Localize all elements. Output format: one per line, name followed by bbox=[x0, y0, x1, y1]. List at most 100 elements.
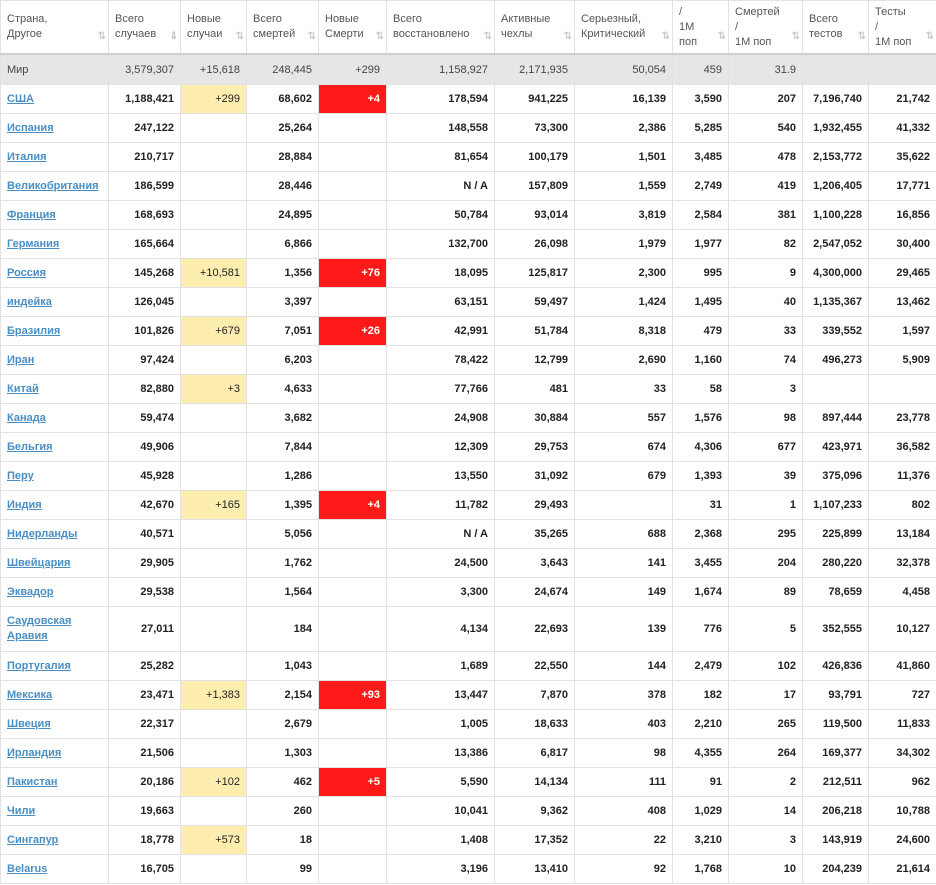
sort-icon[interactable]: ⇅ bbox=[661, 31, 671, 42]
cell-serious-critical: 111 bbox=[574, 767, 673, 797]
country-link[interactable]: Италия bbox=[7, 151, 47, 163]
sort-icon[interactable]: ⇅ bbox=[307, 31, 317, 42]
sort-icon[interactable]: ⇅ bbox=[791, 31, 801, 42]
country-link[interactable]: Великобритания bbox=[7, 180, 99, 192]
table-row: Франция 168,693 24,895 50,784 93,014 3,819 2,5… bbox=[0, 200, 936, 230]
country-link[interactable]: Германия bbox=[7, 238, 60, 250]
column-header-label: случаи bbox=[187, 28, 223, 40]
country-link[interactable]: Belarus bbox=[7, 863, 48, 875]
country-link[interactable]: Бельгия bbox=[7, 441, 53, 453]
column-header-label: чехлы bbox=[501, 28, 533, 40]
cell-total-cases: 40,571 bbox=[108, 519, 181, 549]
country-link[interactable]: Россия bbox=[7, 267, 47, 279]
country-link[interactable]: Эквадор bbox=[7, 586, 54, 598]
sort-icon[interactable]: ⇅ bbox=[235, 31, 245, 42]
cell-serious-critical: 679 bbox=[574, 461, 673, 491]
cell-cases-per-1m: 3,455 bbox=[672, 548, 729, 578]
cell-cases-per-1m: 31 bbox=[672, 490, 729, 520]
column-header-label: Смерти bbox=[325, 28, 364, 40]
column-header-cases-per-1m[interactable]: / 1M поп ⇅ bbox=[672, 0, 729, 55]
cell-total-deaths: 260 bbox=[246, 796, 319, 826]
cell-cases-per-1m: 3,485 bbox=[672, 142, 729, 172]
country-link[interactable]: Испания bbox=[7, 122, 54, 134]
sort-icon[interactable]: ⇅ bbox=[563, 31, 573, 42]
cell-total-tests: 93,791 bbox=[802, 680, 869, 710]
cell-total-recovered: 132,700 bbox=[386, 229, 495, 259]
cell-new-deaths: +76 bbox=[318, 258, 387, 288]
country-link[interactable]: индейка bbox=[7, 296, 52, 308]
cell-deaths-per-1m: 3 bbox=[728, 825, 803, 855]
cell-total-cases: 186,599 bbox=[108, 171, 181, 201]
world-cell-total-deaths: 248,445 bbox=[246, 53, 319, 85]
cell-new-deaths bbox=[318, 577, 387, 607]
cell-active-cases: 125,817 bbox=[494, 258, 575, 288]
sort-icon[interactable]: ⇅ bbox=[717, 31, 727, 42]
sort-icon[interactable]: ⇅ bbox=[483, 31, 493, 42]
country-link[interactable]: Индия bbox=[7, 499, 42, 511]
cell-deaths-per-1m: 14 bbox=[728, 796, 803, 826]
country-link[interactable]: Канада bbox=[7, 412, 46, 424]
cell-serious-critical: 2,386 bbox=[574, 113, 673, 143]
column-header-label: Всего bbox=[253, 13, 282, 25]
cell-cases-per-1m: 1,977 bbox=[672, 229, 729, 259]
country-link[interactable]: США bbox=[7, 93, 34, 105]
country-link[interactable]: Мексика bbox=[7, 689, 53, 701]
cell-active-cases: 29,753 bbox=[494, 432, 575, 462]
country-link[interactable]: Пакистан bbox=[7, 776, 58, 788]
country-link[interactable]: Сингапур bbox=[7, 834, 59, 846]
column-header-total-recovered[interactable]: Всего восстановлено ⇅ bbox=[386, 0, 495, 55]
cell-total-tests: 426,836 bbox=[802, 651, 869, 681]
country-link[interactable]: Ирландия bbox=[7, 747, 62, 759]
sort-icon[interactable]: ⇅ bbox=[375, 31, 385, 42]
column-header-tests-per-1m[interactable]: Тесты / 1M поп ⇅ bbox=[868, 0, 936, 55]
cell-total-cases: 97,424 bbox=[108, 345, 181, 375]
table-row: Саудовская Аравия 27,011 184 4,134 22,693 139… bbox=[0, 606, 936, 652]
country-link[interactable]: Нидерланды bbox=[7, 528, 78, 540]
cell-total-tests: 1,107,233 bbox=[802, 490, 869, 520]
cell-total-cases: 126,045 bbox=[108, 287, 181, 317]
column-header-label: Всего bbox=[393, 13, 422, 25]
sort-icon[interactable]: ⇅ bbox=[857, 31, 867, 42]
column-header-deaths-per-1m[interactable]: Смертей / 1M поп ⇅ bbox=[728, 0, 803, 55]
world-cell-total-tests bbox=[802, 53, 869, 85]
cell-deaths-per-1m: 102 bbox=[728, 651, 803, 681]
cell-total-cases: 1,188,421 bbox=[108, 84, 181, 114]
sort-icon[interactable]: ⇅ bbox=[925, 31, 935, 42]
column-header-new-deaths[interactable]: Новые Смерти ⇅ bbox=[318, 0, 387, 55]
cell-tests-per-1m: 802 bbox=[868, 490, 936, 520]
cell-active-cases: 14,134 bbox=[494, 767, 575, 797]
table-row: Пакистан 20,186 +102 462 +5 5,590 14,134 111 91 2… bbox=[0, 767, 936, 797]
country-link[interactable]: Саудовская Аравия bbox=[7, 615, 72, 642]
column-header-country[interactable]: Страна, Другое ⇅ bbox=[0, 0, 109, 55]
table-row: Чили 19,663 260 10,041 9,362 408 1,029 14 206,21… bbox=[0, 796, 936, 826]
column-header-serious-critical[interactable]: Серьезный, Критический ⇅ bbox=[574, 0, 673, 55]
cell-total-recovered: 63,151 bbox=[386, 287, 495, 317]
cell-total-cases: 25,282 bbox=[108, 651, 181, 681]
cell-total-tests: 4,300,000 bbox=[802, 258, 869, 288]
country-link[interactable]: Бразилия bbox=[7, 325, 61, 337]
column-header-total-tests[interactable]: Всего тестов ⇅ bbox=[802, 0, 869, 55]
sort-icon[interactable]: ⇅ bbox=[97, 31, 107, 42]
cell-new-deaths bbox=[318, 403, 387, 433]
cell-serious-critical: 8,318 bbox=[574, 316, 673, 346]
cell-country: Belarus bbox=[0, 854, 109, 884]
header-row: Страна, Другое ⇅ Всего случаев ⇩ Новые случаи ⇅ В… bbox=[0, 0, 936, 55]
country-link[interactable]: Китай bbox=[7, 383, 39, 395]
country-link[interactable]: Франция bbox=[7, 209, 56, 221]
cell-active-cases: 35,265 bbox=[494, 519, 575, 549]
column-header-new-cases[interactable]: Новые случаи ⇅ bbox=[180, 0, 247, 55]
cell-total-tests: 496,273 bbox=[802, 345, 869, 375]
column-header-total-deaths[interactable]: Всего смертей ⇅ bbox=[246, 0, 319, 55]
cell-active-cases: 51,784 bbox=[494, 316, 575, 346]
column-header-total-cases[interactable]: Всего случаев ⇩ bbox=[108, 0, 181, 55]
column-header-active-cases[interactable]: Активные чехлы ⇅ bbox=[494, 0, 575, 55]
country-link[interactable]: Перу bbox=[7, 470, 34, 482]
country-link[interactable]: Швейцария bbox=[7, 557, 71, 569]
country-link[interactable]: Иран bbox=[7, 354, 35, 366]
sort-desc-icon[interactable]: ⇩ bbox=[169, 31, 179, 42]
country-link[interactable]: Чили bbox=[7, 805, 36, 817]
cell-new-cases bbox=[180, 287, 247, 317]
country-link[interactable]: Португалия bbox=[7, 660, 71, 672]
column-header-label: Новые bbox=[325, 13, 359, 25]
country-link[interactable]: Швеция bbox=[7, 718, 51, 730]
